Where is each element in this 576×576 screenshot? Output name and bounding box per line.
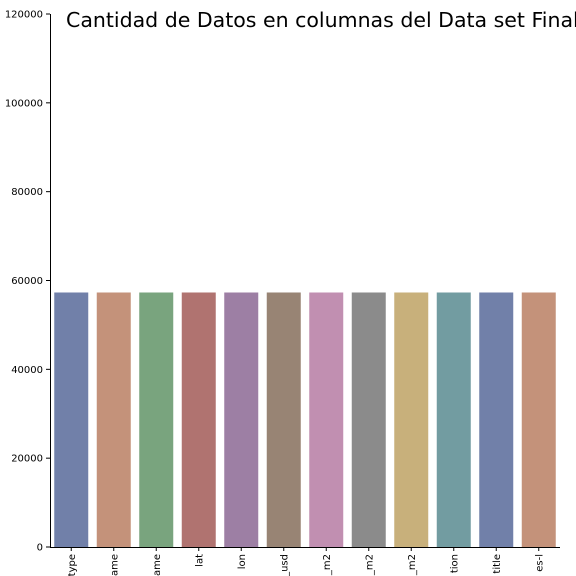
bar	[182, 292, 216, 547]
bar	[437, 292, 471, 547]
y-tick-label: 100000	[5, 98, 43, 109]
bar	[97, 292, 131, 547]
bar	[394, 292, 428, 547]
y-tick-label: 0	[37, 543, 43, 554]
x-tick-label: lat	[194, 554, 205, 567]
y-tick-label: 40000	[11, 365, 43, 376]
bar	[267, 292, 301, 547]
x-tick-label: title	[492, 554, 503, 574]
chart-title: Cantidad de Datos en columnas del Data s…	[66, 8, 576, 32]
x-axis-ticks: type ame ame lat lon _usd _m2 _m2 _m2 tion title es…	[67, 547, 546, 576]
bar	[479, 292, 513, 547]
x-tick-label: es-l	[534, 554, 545, 572]
y-tick-label: 60000	[11, 276, 43, 287]
bars	[54, 292, 556, 547]
x-tick-label: _usd	[279, 554, 290, 576]
x-tick-label: _m2	[364, 554, 375, 576]
x-tick-label: ame	[109, 554, 120, 576]
bar	[139, 292, 173, 547]
bar	[309, 292, 343, 547]
bar	[224, 292, 258, 547]
bar	[522, 292, 556, 547]
x-tick-label: _m2	[322, 554, 333, 576]
y-tick-label: 80000	[11, 187, 43, 198]
x-tick-label: _m2	[407, 554, 418, 576]
x-tick-label: lon	[237, 554, 248, 569]
bar	[352, 292, 386, 547]
x-tick-label: tion	[449, 554, 460, 573]
x-tick-label: ame	[152, 554, 163, 576]
y-tick-label: 20000	[11, 454, 43, 465]
y-tick-label: 120000	[5, 10, 43, 21]
x-tick-label: type	[67, 554, 78, 576]
bar	[54, 292, 88, 547]
y-axis-ticks: 0 20000 40000 60000 80000 100000 120000	[5, 10, 50, 554]
